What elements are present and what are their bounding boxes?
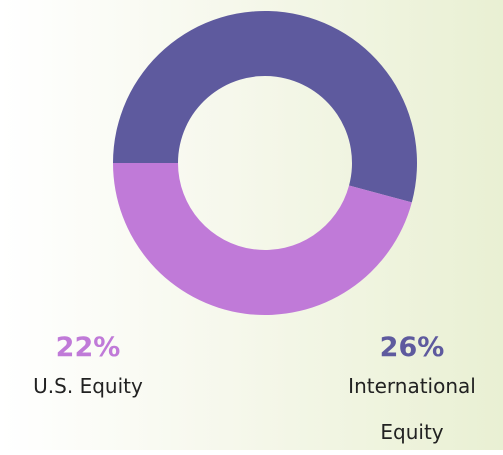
legend-item: 22% U.S. Equity xyxy=(0,333,178,409)
category-label: U.S. Equity xyxy=(33,374,143,398)
donut-segment xyxy=(113,163,412,316)
legend-item: 26% International Equity xyxy=(322,333,502,455)
category-label: International Equity xyxy=(348,374,476,444)
value-label: 22% xyxy=(55,332,121,363)
donut-segment xyxy=(113,11,417,203)
value-label: 26% xyxy=(379,332,445,363)
